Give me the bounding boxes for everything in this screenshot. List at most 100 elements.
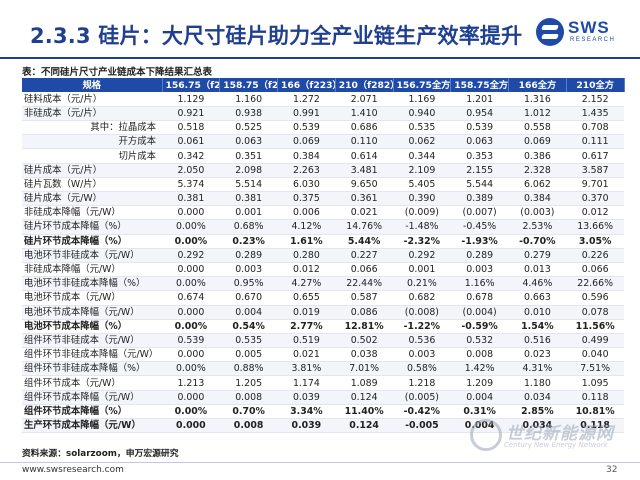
table-cell: 1.435 bbox=[566, 106, 624, 122]
table-cell: 0.040 bbox=[566, 347, 624, 363]
row-label: 硅片环节成本降幅（%） bbox=[22, 219, 162, 235]
table-cell: 1.209 bbox=[450, 375, 509, 391]
row-label: 电池环节成本降幅（元/W） bbox=[22, 305, 162, 320]
table-header-row: 规格 156.75（f210） 158.75（f213） 166（f223） 2… bbox=[22, 78, 625, 93]
row-label: 非硅成本（元/片） bbox=[22, 106, 162, 122]
table-cell: 0.375 bbox=[277, 191, 336, 207]
table-cell: 1.160 bbox=[219, 92, 278, 107]
table-cell: 5.405 bbox=[393, 177, 451, 193]
table-cell: 0.708 bbox=[566, 120, 624, 136]
table-cell: (0.004) bbox=[450, 305, 509, 320]
table-cell: 1.169 bbox=[393, 92, 451, 107]
table-cell: 1.410 bbox=[335, 106, 393, 122]
table-cell: 0.381 bbox=[162, 191, 220, 207]
table-cell: 0.000 bbox=[162, 205, 220, 221]
table-cell: 0.012 bbox=[566, 205, 624, 221]
row-label: 切片成本 bbox=[22, 148, 162, 164]
table-cell: 0.00% bbox=[162, 404, 220, 420]
table-cell: 3.05% bbox=[566, 234, 624, 249]
table-cell: 0.00% bbox=[162, 276, 220, 292]
table-cell: 0.023 bbox=[508, 347, 567, 363]
table-cell: 9.650 bbox=[335, 177, 393, 193]
table-cell: 0.23% bbox=[219, 234, 278, 249]
table-cell: 0.069 bbox=[277, 134, 336, 150]
row-label: 电池环节成本降幅（%） bbox=[22, 319, 162, 334]
table-cell: 0.066 bbox=[566, 262, 624, 278]
column-header: 规格 bbox=[22, 78, 163, 93]
table-cell: 0.069 bbox=[508, 134, 567, 150]
table-cell: 0.351 bbox=[219, 148, 278, 164]
row-label: 硅片瓦数（W/片） bbox=[22, 177, 162, 193]
row-label: 硅片成本（元/W） bbox=[22, 191, 162, 207]
table-cell: 0.000 bbox=[162, 390, 220, 405]
table-cell: 0.034 bbox=[508, 418, 567, 434]
table-cell: 0.596 bbox=[566, 290, 624, 306]
table-cell: 2.155 bbox=[450, 163, 509, 178]
table-cell: 0.539 bbox=[450, 120, 509, 136]
table-cell: 0.390 bbox=[393, 191, 451, 207]
table-row: 电池环节非硅成本（元/W） 0.292 0.289 0.280 0.227 0.292 0.… bbox=[22, 248, 624, 263]
row-label: 硅片成本（元/片） bbox=[22, 163, 162, 178]
table-row: 硅片环节成本降幅（%） 0.00% 0.68% 4.12% 14.76% -1.48% -0… bbox=[22, 219, 624, 235]
table-cell: 0.012 bbox=[277, 262, 336, 278]
table-cell: 0.021 bbox=[335, 205, 393, 221]
table-row: 组件环节成本降幅（元/W） 0.000 0.008 0.039 0.124 (0.005)… bbox=[22, 390, 624, 405]
table-cell: 0.518 bbox=[162, 120, 220, 136]
table-cell: -0.005 bbox=[393, 418, 451, 434]
table-cell: 4.12% bbox=[277, 219, 336, 235]
table-cell: 0.88% bbox=[219, 361, 278, 377]
table-cell: 3.481 bbox=[335, 163, 393, 178]
table-row: 硅片成本（元/W） 0.381 0.381 0.375 0.361 0.390 0.389 0… bbox=[22, 191, 624, 207]
table-cell: 0.034 bbox=[508, 390, 567, 405]
table-cell: 10.81% bbox=[566, 404, 624, 420]
column-header: 210全方 bbox=[566, 78, 625, 93]
table-cell: 0.066 bbox=[335, 262, 393, 278]
table-cell: 5.514 bbox=[219, 177, 278, 193]
row-label: 组件环节成本降幅（元/W） bbox=[22, 390, 162, 405]
table-cell: -2.32% bbox=[393, 234, 451, 249]
table-cell: 0.384 bbox=[508, 191, 567, 207]
table-cell: -0.45% bbox=[450, 219, 509, 235]
row-label: 硅片环节成本降幅（%） bbox=[22, 234, 162, 249]
table-cell: -0.42% bbox=[393, 404, 451, 420]
header-rule bbox=[0, 57, 640, 59]
table-body: 硅料成本（元/片） 1.129 1.160 1.272 2.071 1.169 1.201 1… bbox=[22, 92, 624, 434]
table-row: 电池环节成本降幅（元/W） 0.000 0.004 0.019 0.086 (0.008)… bbox=[22, 305, 624, 320]
table-cell: 0.000 bbox=[162, 418, 220, 434]
page-number: 32 bbox=[606, 465, 618, 475]
column-header: 156.75（f210） bbox=[162, 78, 221, 93]
table-cell: 7.51% bbox=[566, 361, 624, 377]
row-label: 电池环节非硅成本降幅（%） bbox=[22, 276, 162, 292]
table-cell: 0.078 bbox=[566, 305, 624, 320]
table-cell: 0.00% bbox=[162, 361, 220, 377]
table-cell: 0.663 bbox=[508, 290, 567, 306]
table-cell: 0.000 bbox=[162, 262, 220, 278]
row-label: 非硅成本降幅（元/W） bbox=[22, 262, 162, 278]
table-cell: 0.110 bbox=[335, 134, 393, 150]
table-cell: (0.003) bbox=[508, 205, 567, 221]
row-label: 组件环节非硅成本降幅（元/W） bbox=[22, 347, 162, 363]
table-cell: 0.289 bbox=[450, 248, 509, 263]
table-cell: 1.16% bbox=[450, 276, 509, 292]
table-cell: 0.118 bbox=[566, 390, 624, 405]
table-cell: 2.85% bbox=[508, 404, 567, 420]
table-row: 非硅成本（元/片） 0.921 0.938 0.991 1.410 0.940 0.954 1… bbox=[22, 106, 624, 122]
table-cell: 0.921 bbox=[162, 106, 220, 122]
table-cell: 0.519 bbox=[277, 333, 336, 349]
table-cell: 0.00% bbox=[162, 319, 220, 334]
table-cell: 1.012 bbox=[508, 106, 567, 122]
table-cell: 0.532 bbox=[450, 333, 509, 349]
table-cell: 0.655 bbox=[277, 290, 336, 306]
table-cell: 11.56% bbox=[566, 319, 624, 334]
table-cell: 0.353 bbox=[450, 148, 509, 164]
table-row: 切片成本 0.342 0.351 0.384 0.614 0.344 0.353 0.386 0… bbox=[22, 148, 624, 164]
table-cell: 0.21% bbox=[393, 276, 451, 292]
table-cell: 0.279 bbox=[508, 248, 567, 263]
table-cell: 3.81% bbox=[277, 361, 336, 377]
table-row: 非硅成本降幅（元/W） 0.000 0.001 0.006 0.021 (0.009) (0… bbox=[22, 205, 624, 221]
table-cell: 3.34% bbox=[277, 404, 336, 420]
table-cell: 0.00% bbox=[162, 219, 220, 235]
table-cell: 0.226 bbox=[566, 248, 624, 263]
table-cell: 0.003 bbox=[450, 262, 509, 278]
table-cell: 0.536 bbox=[393, 333, 451, 349]
